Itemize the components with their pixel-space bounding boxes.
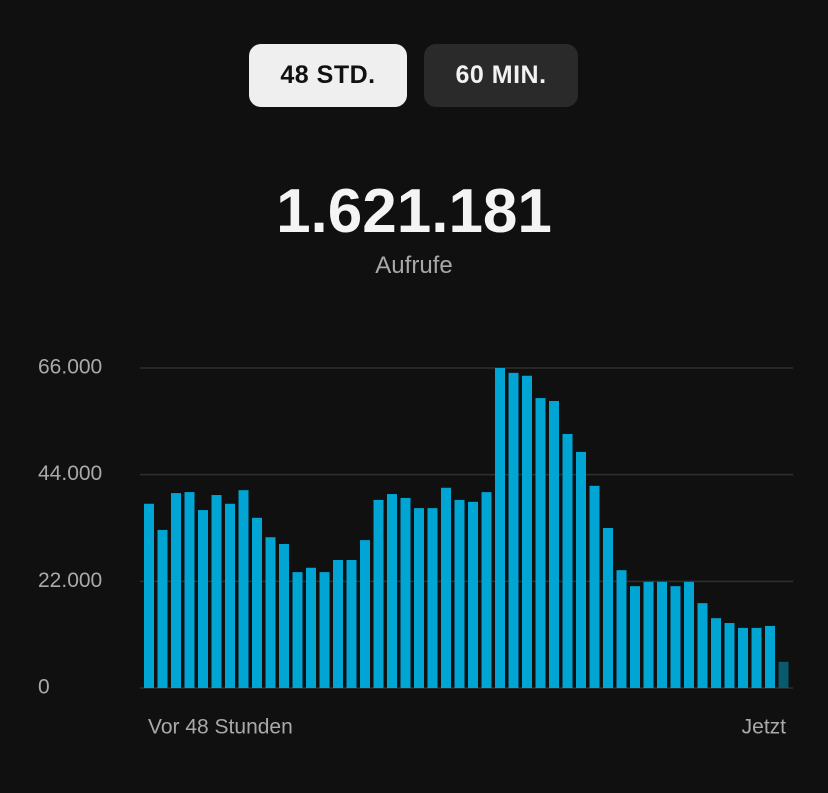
bar <box>670 586 681 688</box>
bar <box>400 497 411 688</box>
bar <box>238 490 249 688</box>
bar <box>562 433 573 688</box>
bar <box>603 528 613 688</box>
bar <box>292 572 303 688</box>
bar <box>225 503 235 688</box>
bar <box>279 544 289 688</box>
bar <box>265 537 276 688</box>
y-tick-label: 44.000 <box>38 462 102 485</box>
bar <box>589 485 600 688</box>
bar <box>454 499 465 688</box>
bar <box>184 492 195 688</box>
bar <box>508 372 519 688</box>
bar <box>211 495 222 688</box>
bar <box>252 517 262 688</box>
bar <box>535 398 546 688</box>
bar <box>144 503 154 688</box>
bar <box>657 581 667 688</box>
bar <box>157 529 168 688</box>
total-label: Aufrufe <box>375 252 453 279</box>
bar <box>373 499 384 688</box>
bar <box>427 508 438 688</box>
y-tick-label: 22.000 <box>38 569 102 592</box>
bar <box>724 623 735 688</box>
bar <box>778 661 789 688</box>
bar <box>346 560 357 688</box>
x-tick-label: Vor 48 Stunden <box>148 716 293 739</box>
bar <box>481 492 492 688</box>
x-tick-label: Jetzt <box>742 716 787 739</box>
bar <box>522 375 532 688</box>
bar <box>468 501 478 688</box>
bar <box>616 570 627 688</box>
bar <box>643 581 654 688</box>
tab-60min[interactable]: 60 MIN. <box>424 44 578 107</box>
bar <box>738 627 748 688</box>
bar <box>387 494 397 688</box>
bar <box>360 540 370 688</box>
bar <box>414 508 424 688</box>
bar <box>495 368 505 688</box>
bar <box>171 493 181 688</box>
bar <box>319 572 330 688</box>
bar <box>306 567 316 688</box>
bar <box>711 618 721 688</box>
bar <box>684 581 694 688</box>
total-views: 1.621.181 <box>276 177 552 246</box>
bar <box>441 487 451 688</box>
bar <box>751 627 762 688</box>
bar <box>549 400 559 688</box>
bar <box>630 586 640 688</box>
bar <box>697 603 708 688</box>
tab-48h[interactable]: 48 STD. <box>249 44 407 107</box>
y-tick-label: 0 <box>38 676 50 699</box>
bar <box>333 560 343 688</box>
bar <box>765 625 775 688</box>
bar <box>576 451 586 688</box>
bar <box>198 510 208 688</box>
y-tick-label: 66.000 <box>38 356 102 379</box>
